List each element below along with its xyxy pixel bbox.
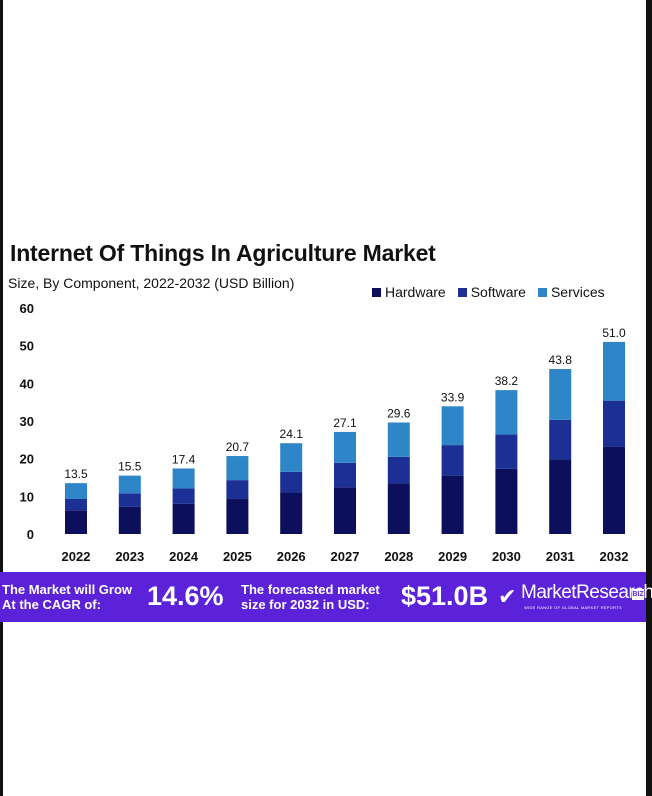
bar-segment-software: [226, 480, 249, 499]
cagr-caption: The Market will Grow At the CAGR of:: [2, 582, 133, 612]
x-tick-label: 2032: [600, 549, 629, 564]
bar-segment-hardware: [226, 498, 249, 534]
bar-segment-software: [334, 462, 356, 488]
bar-segment-hardware: [280, 492, 303, 534]
data-label: 51.0: [602, 326, 626, 340]
legend-swatch-software: [457, 287, 467, 297]
data-label: 20.7: [226, 440, 250, 454]
bar-segment-services: [65, 483, 87, 499]
data-label: 43.8: [549, 353, 573, 367]
legend-label-hardware: Hardware: [385, 284, 446, 300]
bar-segment-services: [495, 390, 518, 435]
data-label: 33.9: [441, 390, 465, 404]
x-tick-label: 2031: [546, 549, 575, 564]
chart-title: Internet Of Things In Agriculture Market: [10, 240, 436, 266]
x-tick-label: 2022: [62, 549, 91, 564]
data-label: 29.6: [387, 407, 411, 421]
bar-segment-hardware: [603, 446, 625, 534]
data-label: 38.2: [495, 374, 519, 388]
y-tick-label: 40: [20, 376, 34, 391]
left-frame-border: [0, 0, 3, 796]
x-tick-label: 2025: [223, 549, 252, 564]
bar-segment-services: [441, 406, 464, 446]
bar-segment-services: [549, 369, 572, 420]
logo-tagline: WIDE RANGE OF GLOBAL MARKET REPORTS: [524, 605, 622, 610]
bar-segment-services: [172, 468, 195, 489]
stacked-bar-chart: 010203040506013.5202215.5202317.4202420.…: [20, 301, 629, 564]
bar-segment-services: [603, 341, 625, 401]
y-tick-label: 30: [20, 414, 34, 429]
chart-legend: Hardware Software Services: [372, 284, 605, 300]
x-tick-label: 2026: [277, 549, 306, 564]
forecast-value: $51.0B: [401, 581, 489, 611]
x-tick-label: 2028: [384, 549, 413, 564]
x-tick-label: 2023: [115, 549, 144, 564]
bar-segment-hardware: [387, 483, 410, 534]
x-tick-label: 2024: [169, 549, 199, 564]
summary-banner: The Market will Grow At the CAGR of: 14.…: [0, 572, 652, 622]
bar-segment-software: [172, 488, 195, 504]
legend-item-hardware: Hardware: [372, 284, 446, 300]
bar-segment-services: [280, 443, 303, 472]
checkmark-logo-icon: ✔: [498, 584, 517, 609]
bar-segment-services: [226, 456, 249, 481]
bar-segment-software: [495, 434, 518, 469]
x-tick-label: 2030: [492, 549, 521, 564]
data-label: 13.5: [64, 467, 88, 481]
x-tick-label: 2027: [331, 549, 360, 564]
bar-segment-software: [549, 419, 572, 460]
data-label: 24.1: [280, 427, 304, 441]
legend-swatch-hardware: [372, 287, 381, 297]
y-tick-label: 0: [27, 527, 34, 542]
bar-segment-software: [387, 456, 410, 484]
bar-segment-hardware: [65, 510, 87, 534]
legend-label-software: Software: [470, 284, 526, 300]
data-label: 15.5: [118, 460, 142, 474]
legend-label-services: Services: [550, 284, 605, 300]
bar-segment-services: [118, 475, 141, 494]
bar-segment-software: [603, 400, 625, 447]
bar-segment-hardware: [441, 475, 464, 534]
bar-segment-hardware: [172, 503, 195, 534]
y-tick-label: 20: [20, 452, 34, 467]
y-tick-label: 50: [20, 339, 34, 354]
bar-segment-software: [441, 445, 464, 476]
y-tick-label: 60: [20, 301, 34, 316]
x-tick-label: 2029: [438, 549, 467, 564]
legend-item-software: Software: [457, 284, 526, 300]
bar-segment-hardware: [334, 487, 356, 534]
bar-segment-hardware: [495, 468, 518, 534]
data-label: 17.4: [172, 452, 196, 466]
bar-segment-hardware: [549, 459, 572, 534]
y-tick-label: 10: [20, 489, 34, 504]
bar-segment-software: [280, 471, 303, 493]
bar-segment-software: [65, 498, 87, 511]
logo-badge: BIZ: [632, 589, 644, 600]
bar-segment-software: [118, 493, 141, 507]
logo-name: MarketResearch: [521, 582, 652, 603]
forecast-caption: The forecasted market size for 2032 in U…: [241, 582, 380, 612]
bar-segment-hardware: [118, 506, 141, 534]
legend-swatch-services: [537, 287, 547, 297]
bar-segment-services: [387, 422, 410, 457]
cagr-value: 14.6%: [147, 581, 224, 611]
data-label: 27.1: [333, 416, 357, 430]
bar-segment-services: [334, 431, 356, 463]
right-frame-border: [646, 0, 652, 796]
chart-subtitle: Size, By Component, 2022-2032 (USD Billi…: [8, 275, 295, 291]
legend-item-services: Services: [537, 284, 605, 300]
